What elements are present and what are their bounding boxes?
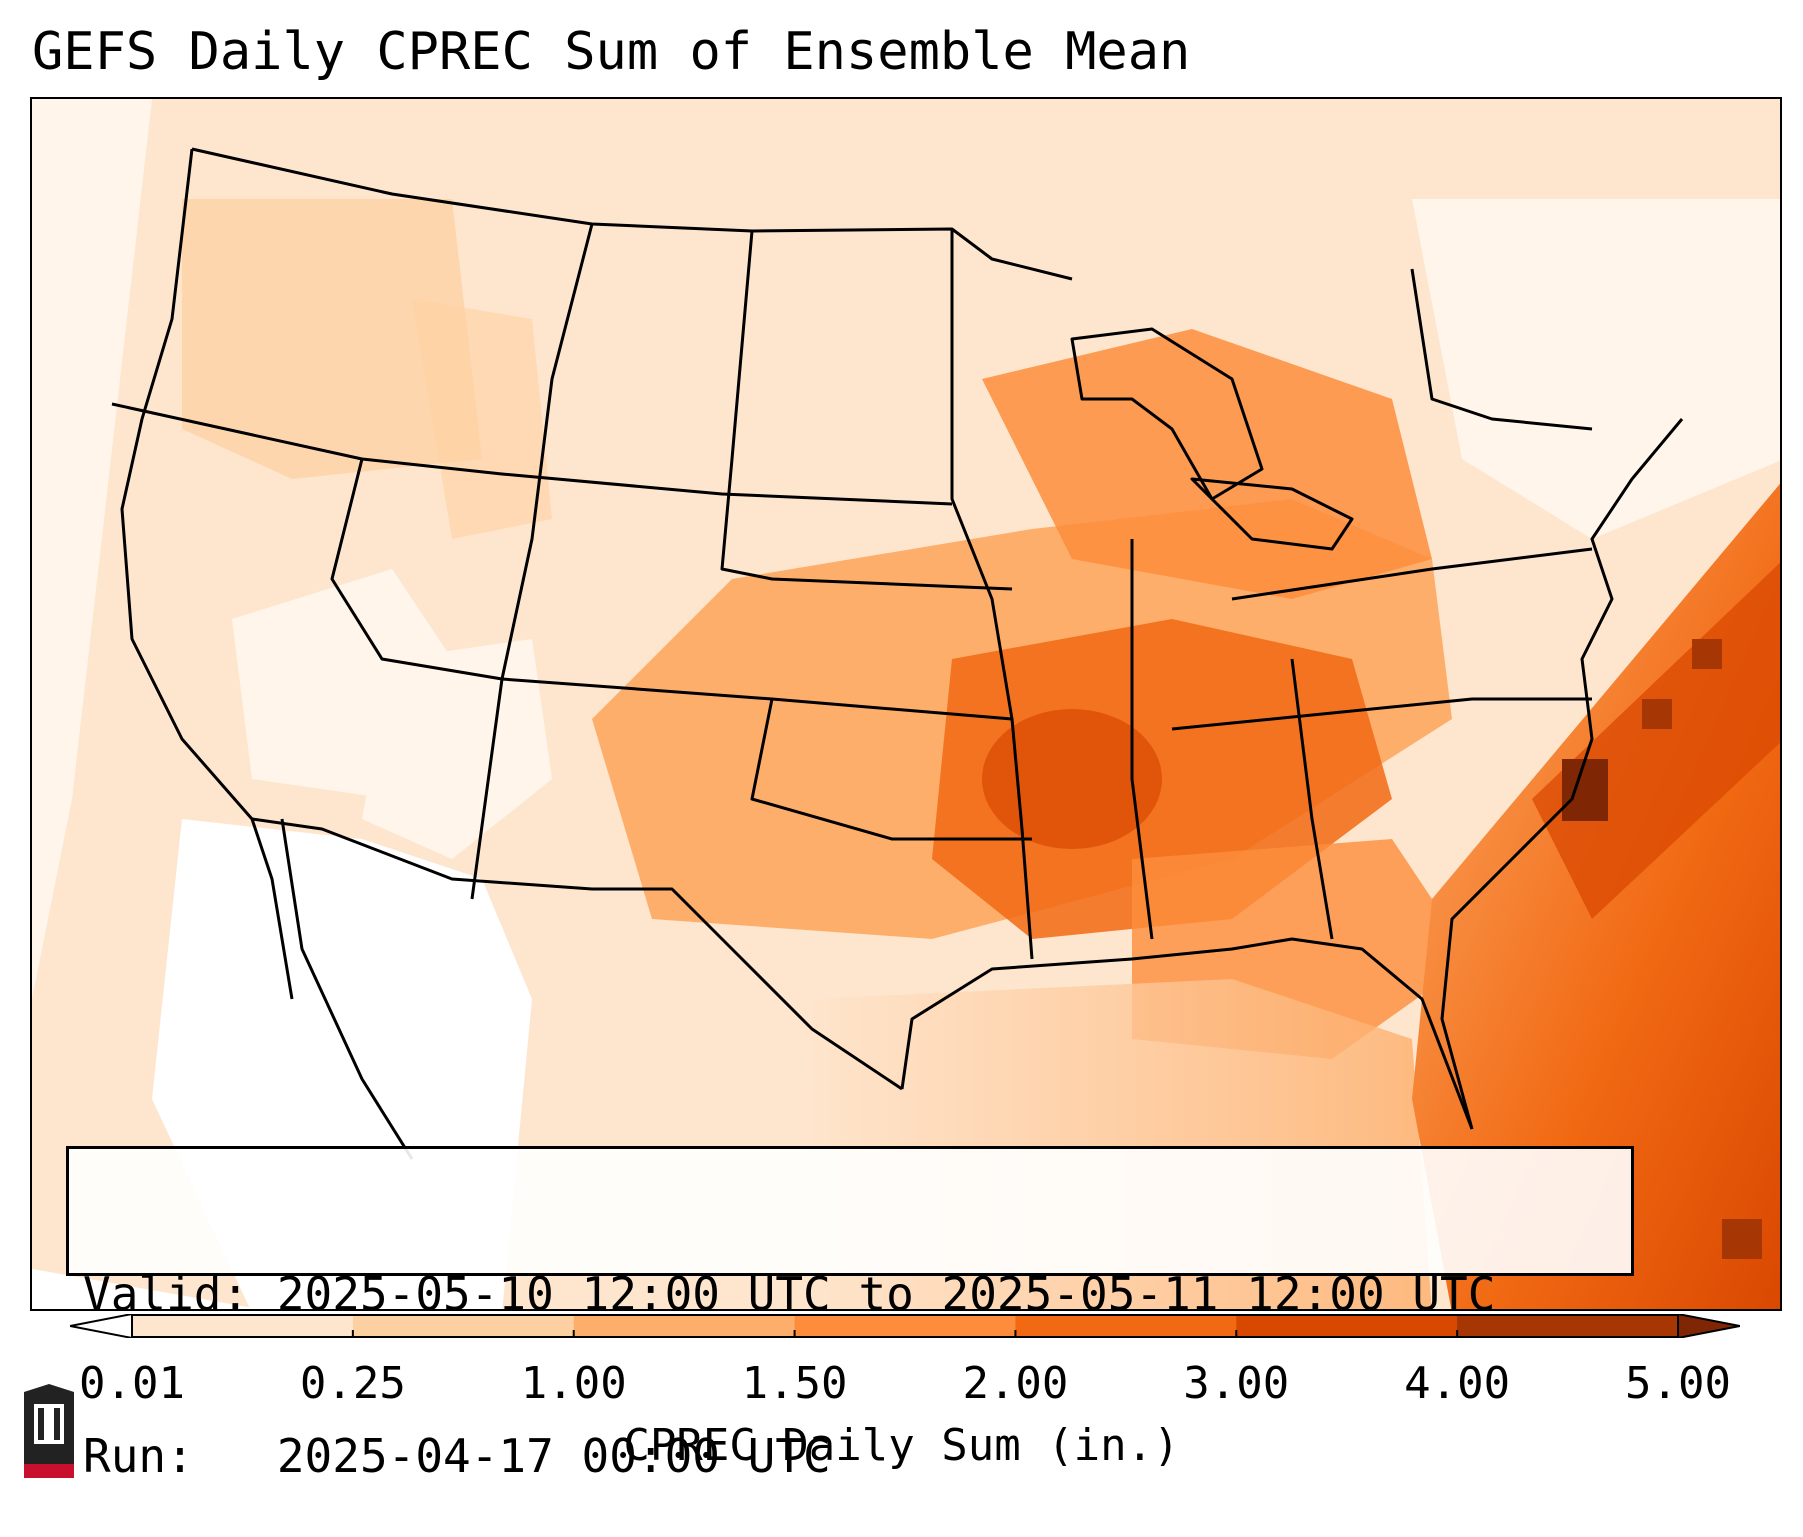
colorbar-tick-label: 3.00 [1183,1358,1290,1409]
map-title: GEFS Daily CPREC Sum of Ensemble Mean [32,22,1191,82]
gulf-coastline [900,937,1474,1130]
state-line-1 [111,402,953,506]
precipitation-map [30,97,1782,1311]
precip-northeast-light [1412,199,1780,539]
precip-max-cell-1 [1562,759,1608,821]
baja-coastline [280,818,414,1160]
dry-region-arizona [362,639,552,859]
borders [111,147,1684,1160]
pacific-coastline [120,148,294,1000]
precip-northwest [182,199,482,479]
lake-erie-outline [1190,477,1354,551]
state-line-9 [1290,658,1334,940]
colorbar-segment [573,1314,796,1338]
colorbar-tick-label: 5.00 [1625,1358,1731,1409]
colorbar-tick-label: 1.50 [741,1358,848,1409]
state-line-10 [750,698,1032,841]
state-line-8 [1231,547,1593,601]
colorbar-tick-label: 4.00 [1404,1358,1511,1409]
colorbar-tick-label: 2.00 [962,1358,1069,1409]
outside-domain-sw [32,1269,260,1309]
colorbar-under-extend [70,1314,133,1338]
niu-logo-icon [24,1384,74,1478]
colorbar-tick-label: 0.25 [299,1358,406,1409]
map-canvas [32,99,1780,1309]
mexico-border [251,817,903,1091]
outside-domain-west [32,99,152,999]
colorbar-border [131,1314,1679,1338]
valid-time-box: Valid: 2025-05-10 12:00 UTC to 2025-05-1… [66,1146,1634,1483]
colorbar-tick-label: 0.01 [79,1358,185,1409]
colorbar [70,1314,1740,1338]
state-line-7 [1171,697,1592,731]
state-line-2 [330,458,1013,721]
colorbar-segment [1015,1314,1237,1338]
state-line-3 [720,230,1013,591]
valid-line: Valid: 2025-05-10 12:00 UTC to 2025-05-1… [83,1267,1496,1321]
precip-great-lakes [982,329,1432,599]
precip-core-arkansas [982,709,1162,849]
state-line-5 [950,229,1034,960]
colorbar-over-extend [1677,1314,1740,1338]
colorbar-tick-label: 1.00 [520,1358,627,1409]
precip-rockies [412,299,552,539]
colorbar-segment [1457,1314,1679,1338]
colorbar-segment [352,1314,575,1338]
colorbar-segment [132,1314,354,1338]
state-line-11 [1410,268,1593,431]
run-line: Run: 2025-04-17 00:00 UTC [83,1429,831,1483]
colorbar-segment [1236,1314,1458,1338]
precip-max-cell-2 [1642,699,1672,729]
state-line-6 [1130,539,1154,940]
precip-max-cell-4 [1722,1219,1762,1259]
precip-max-cell-3 [1692,639,1722,669]
colorbar-label: CPREC Daily Sum (in.) [623,1420,1180,1471]
colorbar-segment [794,1314,1016,1338]
state-line-4 [470,223,594,900]
atlantic-coastline [1440,418,1684,1130]
